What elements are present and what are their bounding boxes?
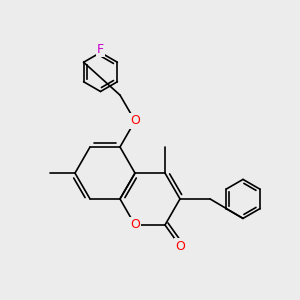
Text: F: F bbox=[97, 43, 104, 56]
Text: O: O bbox=[130, 114, 140, 128]
Text: O: O bbox=[175, 239, 185, 253]
Text: O: O bbox=[130, 218, 140, 232]
